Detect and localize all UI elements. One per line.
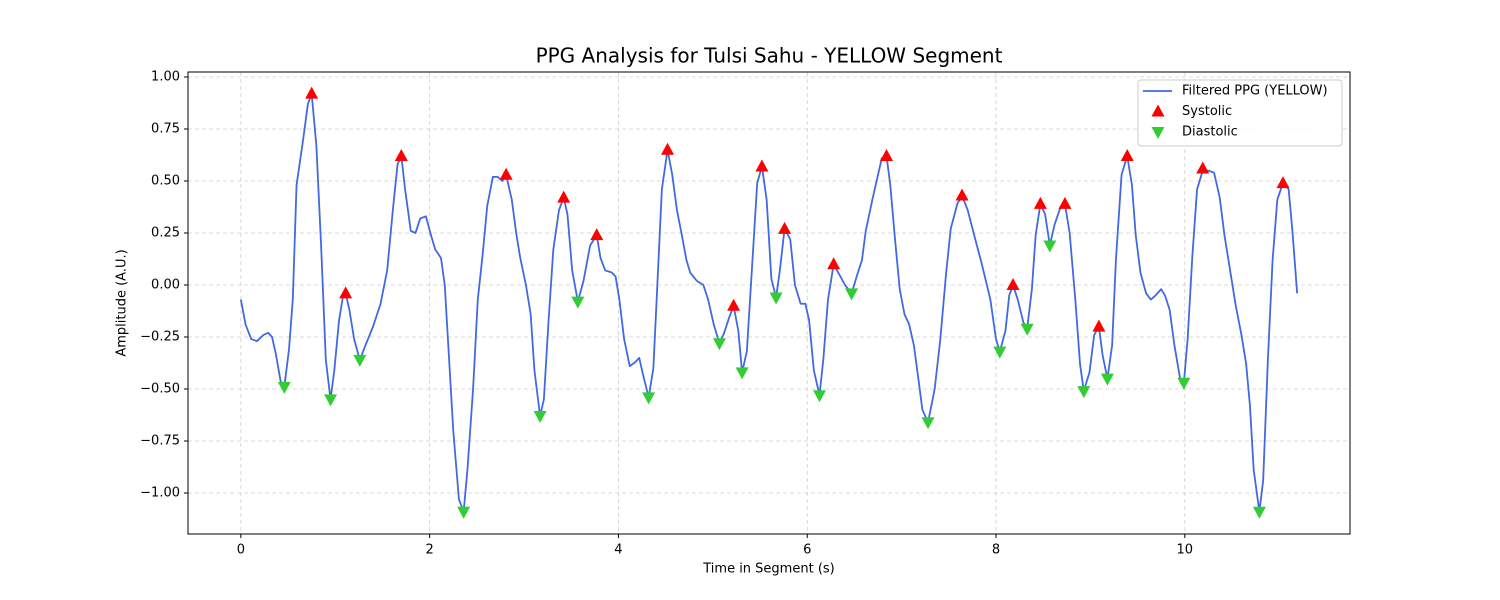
x-tick-label: 6	[803, 543, 811, 558]
systolic-marker	[727, 298, 741, 311]
diastolic-marker	[1100, 373, 1114, 386]
diastolic-marker	[813, 390, 827, 403]
systolic-marker	[1196, 161, 1210, 174]
y-tick-label: −0.50	[140, 382, 180, 397]
x-tick-label: 2	[426, 543, 434, 558]
systolic-marker	[755, 159, 769, 172]
diastolic-marker	[457, 506, 471, 519]
diastolic-marker	[1043, 240, 1057, 253]
legend-box	[1137, 79, 1343, 147]
y-tick-label: −1.00	[140, 486, 180, 501]
y-tick-label: 0.50	[151, 173, 180, 188]
systolic-marker	[955, 188, 969, 201]
legend-label: Systolic	[1182, 104, 1232, 119]
x-tick-label: 4	[614, 543, 622, 558]
diastolic-marker	[571, 296, 585, 309]
systolic-marker	[339, 286, 353, 299]
diastolic-marker	[1177, 377, 1191, 390]
y-tick-label: 0.25	[151, 226, 180, 241]
diastolic-marker	[769, 292, 783, 305]
diastolic-marker	[845, 288, 859, 301]
diastolic-marker	[277, 381, 291, 394]
x-tick-label: 8	[992, 543, 1000, 558]
y-tick-label: 0.75	[151, 121, 180, 136]
systolic-marker	[1033, 196, 1047, 209]
systolic-marker	[1092, 319, 1106, 332]
diastolic-marker	[1020, 323, 1034, 336]
systolic-marker	[499, 167, 513, 180]
legend-label: Filtered PPG (YELLOW)	[1182, 84, 1328, 99]
systolic-marker	[557, 190, 571, 203]
diastolic-marker	[1252, 506, 1266, 519]
systolic-marker	[305, 86, 319, 99]
diastolic-marker	[735, 367, 749, 380]
plot-frame	[187, 71, 1351, 535]
y-tick-label: −0.75	[140, 434, 180, 449]
systolic-marker	[661, 142, 675, 155]
x-axis-label: Time in Segment (s)	[702, 562, 834, 577]
diastolic-marker	[642, 392, 656, 405]
y-tick-label: 0.00	[151, 278, 180, 293]
legend-swatch	[1151, 127, 1165, 139]
legend-swatch	[1151, 104, 1165, 117]
diastolic-marker	[1077, 386, 1091, 399]
systolic-marker	[1006, 278, 1020, 291]
ppg-line	[239, 92, 1299, 513]
y-axis-label: Amplitude (A.U.)	[115, 249, 130, 356]
diastolic-marker	[921, 417, 935, 430]
chart-title: PPG Analysis for Tulsi Sahu - YELLOW Seg…	[536, 44, 1003, 68]
systolic-marker	[880, 149, 894, 162]
systolic-marker	[1120, 149, 1134, 162]
systolic-marker	[590, 228, 604, 241]
diastolic-marker	[324, 394, 338, 407]
x-tick-label: 10	[1177, 543, 1194, 558]
y-tick-label: 1.00	[151, 69, 180, 84]
systolic-marker	[827, 257, 841, 270]
diastolic-marker	[712, 338, 726, 351]
diastolic-marker	[353, 354, 367, 367]
diastolic-marker	[993, 346, 1007, 359]
y-tick-label: −0.25	[140, 330, 180, 345]
systolic-marker	[394, 149, 408, 162]
diastolic-marker	[533, 411, 547, 424]
systolic-marker	[1058, 196, 1072, 209]
x-tick-label: 0	[237, 543, 245, 558]
systolic-marker	[1276, 176, 1290, 189]
systolic-marker	[778, 221, 792, 234]
legend-label: Diastolic	[1182, 125, 1238, 140]
